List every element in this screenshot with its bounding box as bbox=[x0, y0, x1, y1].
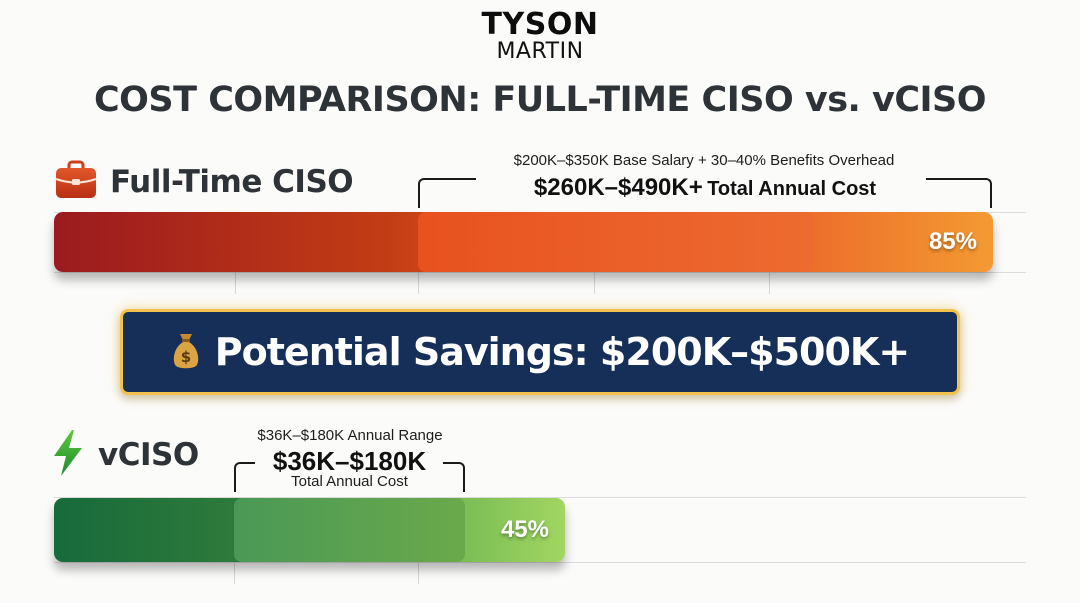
bracket-gap bbox=[476, 170, 926, 190]
logo-line-1: TYSON bbox=[481, 7, 599, 42]
vciso-total-label: Total Annual Cost bbox=[291, 473, 408, 490]
ciso-total-amount: $260K–$490K+ bbox=[533, 174, 703, 201]
grid-line bbox=[54, 272, 1026, 273]
vciso-range-highlight bbox=[234, 498, 465, 562]
briefcase-icon bbox=[54, 160, 98, 204]
savings-text: Potential Savings: $200K–$500K+ bbox=[214, 330, 910, 374]
lightning-icon bbox=[50, 428, 86, 482]
bracket-gap bbox=[255, 455, 443, 490]
logo-line-2: MARTIN bbox=[496, 39, 584, 64]
ciso-label: Full-Time CISO bbox=[54, 160, 354, 204]
grid-line bbox=[54, 562, 1026, 563]
ciso-range-highlight bbox=[418, 212, 814, 272]
chart-title: COST COMPARISON: FULL-TIME CISO vs. vCIS… bbox=[93, 80, 987, 120]
svg-text:$: $ bbox=[181, 348, 191, 366]
ciso-detail: $200K–$350K Base Salary + 30–40% Benefit… bbox=[513, 152, 895, 169]
ciso-total-label: Total Annual Cost bbox=[707, 178, 877, 200]
brand-logo: TYSON MARTIN bbox=[0, 10, 1080, 63]
grid-line bbox=[418, 562, 419, 584]
vciso-detail: $36K–$180K Annual Range bbox=[257, 427, 443, 444]
money-bag-icon: $ bbox=[171, 330, 201, 375]
grid-line bbox=[235, 272, 236, 294]
ciso-label-text: Full-Time CISO bbox=[110, 164, 354, 200]
grid-line bbox=[418, 272, 419, 294]
grid-line bbox=[769, 272, 770, 294]
vciso-cost-bar: 45% bbox=[54, 498, 565, 562]
vciso-total-amount: $36K–$180K bbox=[272, 446, 427, 476]
savings-banner: $ Potential Savings: $200K–$500K+ bbox=[120, 309, 960, 395]
grid-line bbox=[594, 272, 595, 294]
grid-line bbox=[234, 562, 235, 584]
vciso-label: vCISO bbox=[50, 428, 199, 482]
vciso-percent-label: 45% bbox=[500, 516, 549, 543]
vciso-label-text: vCISO bbox=[98, 437, 199, 473]
ciso-percent-label: 85% bbox=[928, 228, 977, 255]
ciso-cost-bar: 85% bbox=[54, 212, 993, 272]
ciso-total: $260K–$490K+ Total Annual Cost bbox=[418, 174, 992, 202]
grid-line bbox=[54, 497, 1026, 498]
